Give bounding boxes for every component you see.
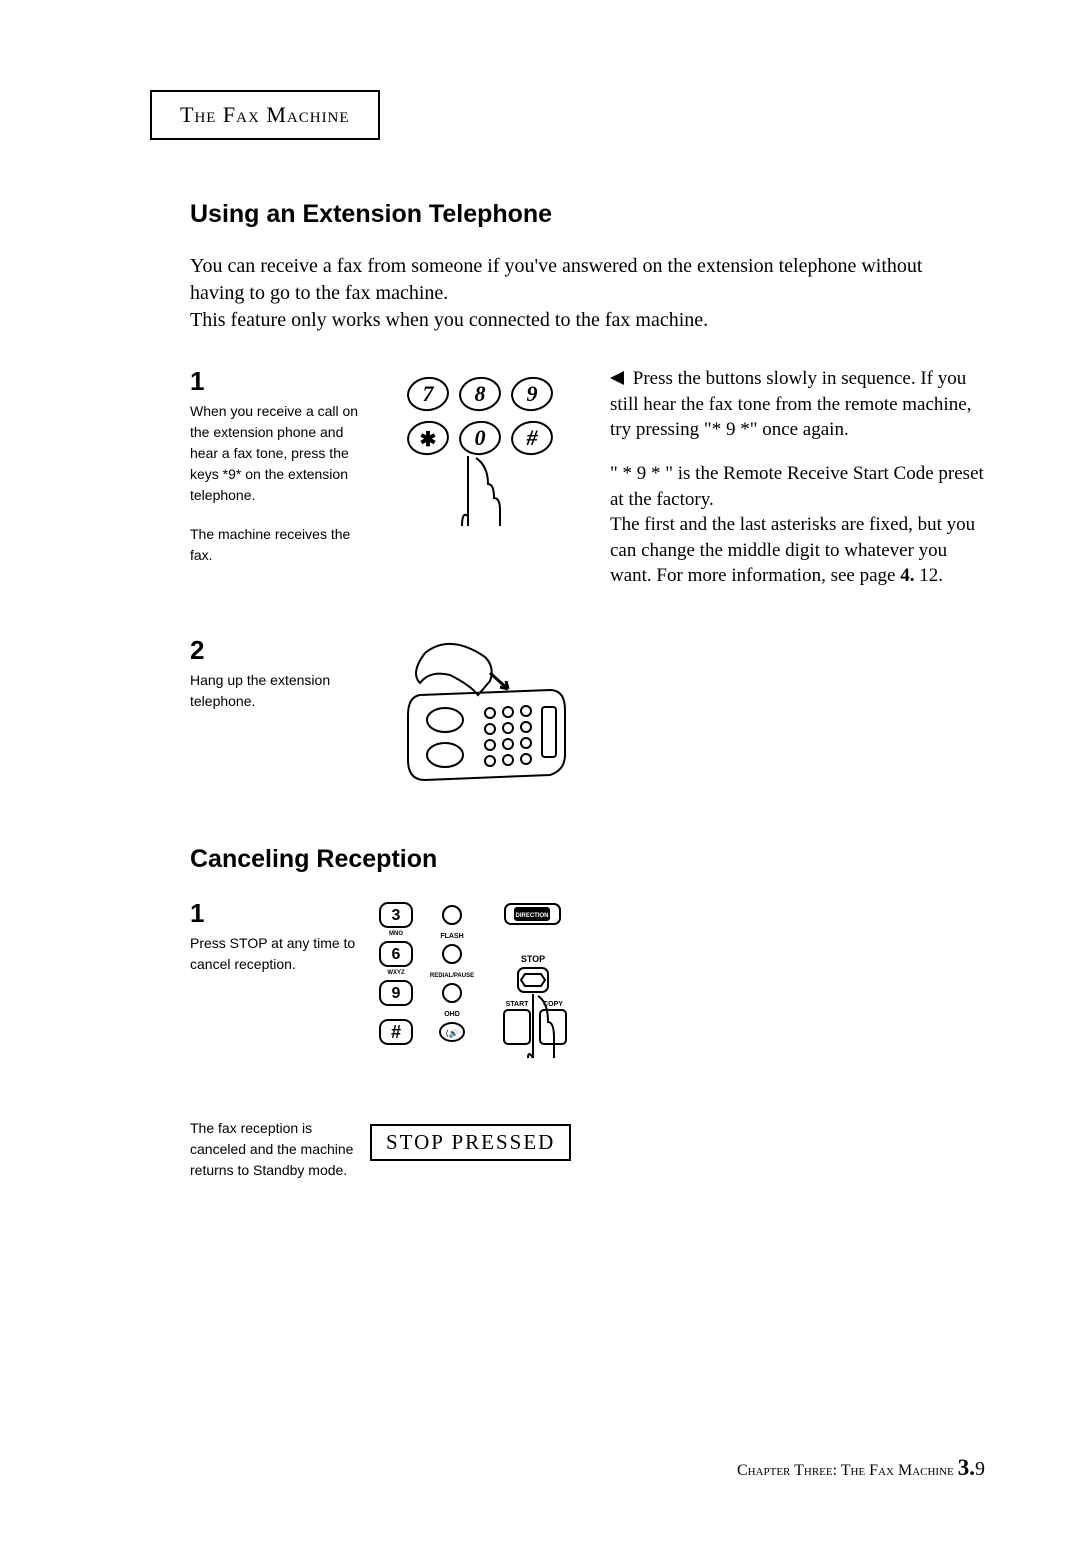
note-2: " * 9 * " is the Remote Receive Start Co… — [610, 461, 990, 589]
key-7: 7 — [423, 381, 435, 406]
footer-page-major: 3. — [958, 1455, 975, 1480]
step-1-row: 1 When you receive a call on the extensi… — [190, 366, 990, 607]
page-header-title: The Fax Machine — [180, 102, 350, 127]
key-9: 9 — [527, 381, 538, 406]
cancel-step-1-desc: Press STOP at any time to cancel recepti… — [190, 933, 370, 975]
step-1-desc: When you receive a call on the extension… — [190, 401, 370, 506]
cancel-result-row: The fax reception is canceled and the ma… — [190, 1118, 990, 1181]
control-panel-illustration: ⟨🔊 — [370, 898, 590, 1068]
section-title-extension: Using an Extension Telephone — [190, 200, 990, 229]
key-0: 0 — [475, 425, 486, 450]
panel-label-stop: STOP — [521, 954, 545, 964]
note-1-text: Press the buttons slowly in sequence. If… — [610, 368, 971, 440]
panel-label-ohd: OHD — [444, 1011, 460, 1018]
page-footer: Chapter Three: The Fax Machine 3.9 — [737, 1455, 985, 1481]
intro-line-2: This feature only works when you connect… — [190, 309, 708, 331]
lcd-display: STOP PRESSED — [370, 1124, 571, 1161]
phone-illustration — [390, 635, 570, 785]
arrow-left-icon — [610, 371, 624, 385]
key-hash: # — [526, 425, 539, 450]
section-title-cancel: Canceling Reception — [190, 845, 990, 874]
panel-key-3: 3 — [392, 907, 401, 924]
intro-line-1: You can receive a fax from someone if yo… — [190, 255, 922, 304]
panel-label-redial: REDIAL/PAUSE — [430, 973, 474, 979]
cancel-result-text: The fax reception is canceled and the ma… — [190, 1118, 370, 1181]
key-8: 8 — [475, 381, 486, 406]
panel-label-mno: MNO — [389, 931, 403, 937]
footer-page-minor: 9 — [975, 1458, 985, 1480]
panel-key-6: 6 — [392, 946, 401, 963]
step-2-number: 2 — [190, 635, 370, 666]
note-1: Press the buttons slowly in sequence. If… — [610, 366, 990, 443]
panel-label-copy: COPY — [543, 1001, 563, 1008]
panel-label-start: START — [506, 1001, 530, 1008]
step-2-row: 2 Hang up the extension telephone. — [190, 635, 990, 785]
intro-text: You can receive a fax from someone if yo… — [190, 253, 930, 334]
page-header-box: The Fax Machine — [150, 90, 380, 140]
note-2-page-bold: 4. — [900, 565, 914, 586]
panel-key-hash: # — [391, 1022, 401, 1042]
footer-text: Chapter Three: The Fax Machine — [737, 1462, 958, 1479]
panel-label-flash: FLASH — [440, 933, 463, 940]
note-2-page: 12. — [914, 565, 943, 586]
cancel-step-1-row: 1 Press STOP at any time to cancel recep… — [190, 898, 990, 1068]
keypad-illustration: 7 8 9 ✱ 0 # — [390, 366, 570, 531]
cancel-step-1-number: 1 — [190, 898, 370, 929]
panel-key-9: 9 — [392, 985, 401, 1002]
svg-text:⟨🔊: ⟨🔊 — [445, 1028, 458, 1038]
key-star: ✱ — [420, 429, 437, 451]
panel-label-direction: DIRECTION — [516, 913, 549, 919]
note-2a: " * 9 * " is the Remote Receive Start Co… — [610, 463, 984, 510]
step-1-desc-2: The machine receives the fax. — [190, 524, 370, 566]
step-1-number: 1 — [190, 366, 370, 397]
step-2-desc: Hang up the extension telephone. — [190, 670, 370, 712]
panel-label-wxyz: WXYZ — [387, 970, 405, 976]
hand-icon — [462, 456, 500, 526]
